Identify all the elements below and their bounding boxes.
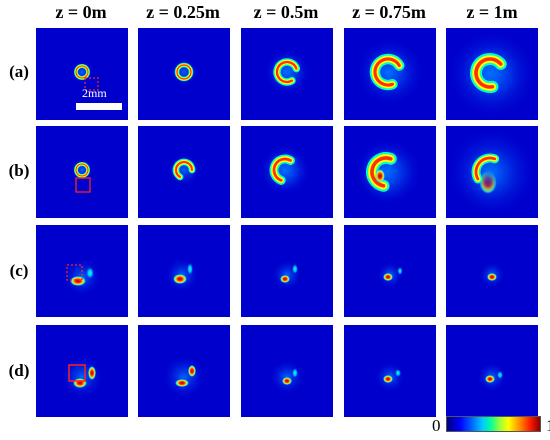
column-header-z025: z = 0.25m [146,2,220,22]
row-label-a: (a) [9,62,29,81]
intensity-panel-row0-col4 [446,28,538,120]
scale-bar [76,103,122,110]
column-header-z05: z = 0.5m [253,2,319,22]
intensity-panel-row3-col1 [138,325,230,417]
colorbar-max-label: 1 [546,416,550,436]
column-header-z075: z = 0.75m [352,2,426,22]
intensity-panel-row1-col0 [36,126,128,218]
row-label-b: (b) [8,161,30,180]
intensity-panel-row3-col2 [241,325,333,417]
row-label-c: (c) [9,261,29,280]
intensity-panel-row1-col2 [241,126,333,218]
row-label-d: (d) [8,361,30,380]
intensity-panel-row1-col1 [138,126,230,218]
intensity-panel-row2-col4 [446,225,538,317]
colorbar [446,416,541,432]
intensity-panel-row2-col2 [241,225,333,317]
intensity-panel-row0-col2 [241,28,333,120]
intensity-panel-row0-col3 [344,28,436,120]
column-header-z0: z = 0m [55,2,107,22]
intensity-panel-row0-col1 [138,28,230,120]
intensity-panel-row1-col3 [344,126,436,218]
intensity-panel-row2-col0 [36,225,128,317]
intensity-panel-row3-col3 [344,325,436,417]
intensity-panel-row2-col1 [138,225,230,317]
intensity-panel-row1-col4 [446,126,538,218]
column-header-z1: z = 1m [466,2,518,22]
intensity-panel-row3-col0 [36,325,128,417]
colorbar-min-label: 0 [432,416,441,435]
intensity-panel-row2-col3 [344,225,436,317]
scale-bar-label: 2mm [82,86,107,100]
intensity-panel-row3-col4 [446,325,538,417]
